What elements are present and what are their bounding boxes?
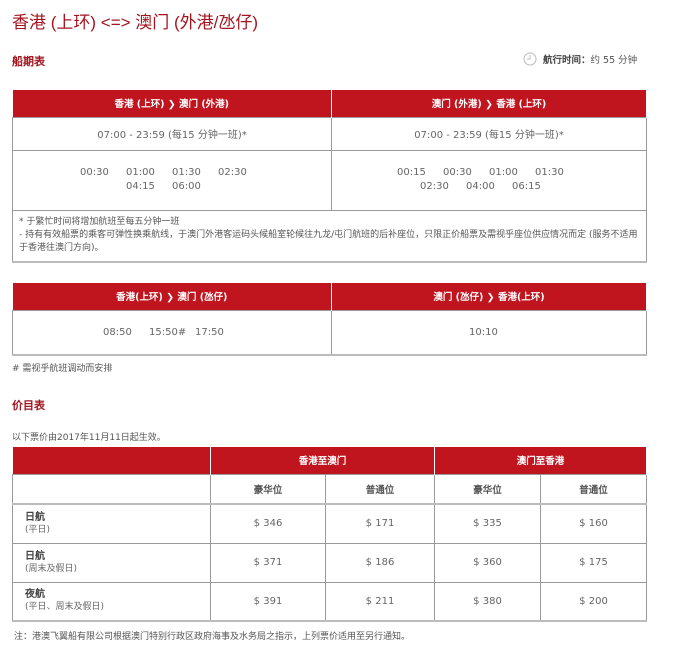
fare-price: $ 175 — [540, 542, 647, 583]
departure-time: 04:15 — [126, 181, 155, 192]
departure-time: 01:00 — [489, 167, 518, 178]
class-header: 豪华位 — [434, 473, 541, 505]
class-header: 普通位 — [325, 473, 435, 505]
fare-price: $ 171 — [325, 503, 435, 544]
fare-price: $ 200 — [540, 581, 647, 622]
route-header: 香港(上环) ❯ 澳门 (氹仔) — [12, 283, 332, 310]
fare-row: 夜航 (平日、周末及假日) $ 391 $ 211 $ 380 $ 200 — [12, 581, 647, 622]
fare-price: $ 160 — [540, 503, 647, 544]
route-header: 香港 (上环) ❯ 澳门 (外港) — [12, 90, 332, 117]
duration-label: 航行时间： — [543, 55, 591, 66]
night-times: 00:30 01:00 01:30 02:30 04:15 06:00 — [12, 149, 332, 211]
group-header: 澳门至香港 — [434, 447, 647, 474]
departure-time: 00:15 — [397, 167, 426, 178]
fare-price: $ 391 — [210, 581, 326, 622]
departure-time: 04:00 — [466, 181, 495, 192]
fare-type-sub: (周末及假日) — [25, 563, 78, 574]
fare-price: $ 335 — [434, 503, 541, 544]
fare-price: $ 380 — [434, 581, 541, 622]
departure-time: 00:30 — [80, 167, 109, 178]
fare-type: 夜航 (平日、周末及假日) — [12, 581, 211, 622]
route-header: 澳门 (外港) ❯ 香港 (上环) — [331, 90, 647, 117]
route-header: 澳门 (氹仔) ❯ 香港(上环) — [331, 283, 647, 310]
schedule-table-taipa: 香港(上环) ❯ 澳门 (氹仔) 澳门 (氹仔) ❯ 香港(上环) 08:50 15… — [12, 283, 647, 356]
departure-time: 10:10 — [469, 326, 498, 338]
fares-note: 注：港澳飞翼船有限公司根据澳门特别行政区政府海事及水务局之指示，上列票价适用至另… — [14, 632, 411, 642]
departure-time: 06:00 — [172, 181, 201, 192]
page-title: 香港 (上环) <=> 澳门 (外港/氹仔) — [12, 13, 259, 32]
fares-table: 香港至澳门 澳门至香港 豪华位 普通位 豪华位 普通位 日航 (平日) $ 346 $ … — [12, 447, 647, 622]
departure-time: 06:15 — [512, 181, 541, 192]
class-header: 普通位 — [540, 473, 647, 505]
fare-type-name: 日航 — [25, 550, 45, 562]
fare-type: 日航 (平日) — [12, 503, 211, 544]
note-line: * 于繁忙时间将增加航班至每五分钟一班 — [19, 217, 180, 228]
departure-times: 08:50 15:50# 17:50 — [12, 309, 332, 356]
fare-type-sub: (平日) — [25, 524, 51, 535]
regular-service: 07:00 - 23:59 (每15 分钟一班)* — [331, 116, 647, 151]
departure-time: 08:50 — [103, 326, 132, 338]
duration-value: 约 55 分钟 — [590, 55, 638, 66]
departure-time: 01:30 — [535, 167, 564, 178]
fare-row: 日航 (周末及假日) $ 371 $ 186 $ 360 $ 175 — [12, 542, 647, 583]
fare-type-sub: (平日、周末及假日) — [25, 602, 105, 613]
schedule-notes: * 于繁忙时间将增加航班至每五分钟一班 - 持有有效船票的乘客可弹性换乘航线，于… — [12, 209, 647, 263]
fare-price: $ 371 — [210, 542, 326, 583]
fare-type-name: 日航 — [25, 511, 45, 523]
departure-time: 17:50 — [195, 326, 224, 338]
fare-type-name: 夜航 — [25, 589, 45, 601]
fare-price: $ 186 — [325, 542, 435, 583]
night-times: 00:15 00:30 01:00 01:30 02:30 04:00 06:15 — [331, 149, 647, 211]
departure-time: 15:50# — [149, 326, 187, 338]
departure-time: 02:30 — [218, 167, 247, 178]
departure-time: 01:30 — [172, 167, 201, 178]
departure-times: 10:10 — [331, 309, 647, 356]
note-line: - 持有有效船票的乘客可弹性换乘航线，于澳门外港客运码头候船室轮候往九龙/屯门航… — [19, 230, 638, 254]
schedule-heading: 船期表 — [12, 55, 45, 68]
clock-icon — [523, 52, 537, 66]
fare-type: 日航 (周末及假日) — [12, 542, 211, 583]
fare-row: 日航 (平日) $ 346 $ 171 $ 335 $ 160 — [12, 503, 647, 544]
departure-time: 00:30 — [443, 167, 472, 178]
departure-time: 01:00 — [126, 167, 155, 178]
group-header: 香港至澳门 — [210, 447, 435, 474]
class-header: 豪华位 — [210, 473, 326, 505]
fares-heading: 价目表 — [12, 399, 45, 412]
fare-price: $ 211 — [325, 581, 435, 622]
fare-price: $ 360 — [434, 542, 541, 583]
regular-service: 07:00 - 23:59 (每15 分钟一班)* — [12, 116, 332, 151]
footnote: # 需视乎航班调动而安排 — [12, 364, 113, 374]
departure-time: 02:30 — [420, 181, 449, 192]
duration: 航行时间： 约 55 分钟 — [523, 52, 637, 66]
fare-price: $ 346 — [210, 503, 326, 544]
fares-effective: 以下票价由2017年11月11日起生效。 — [12, 433, 166, 443]
schedule-table-outer-harbour: 香港 (上环) ❯ 澳门 (外港) 澳门 (外港) ❯ 香港 (上环) 07:00… — [12, 90, 647, 263]
